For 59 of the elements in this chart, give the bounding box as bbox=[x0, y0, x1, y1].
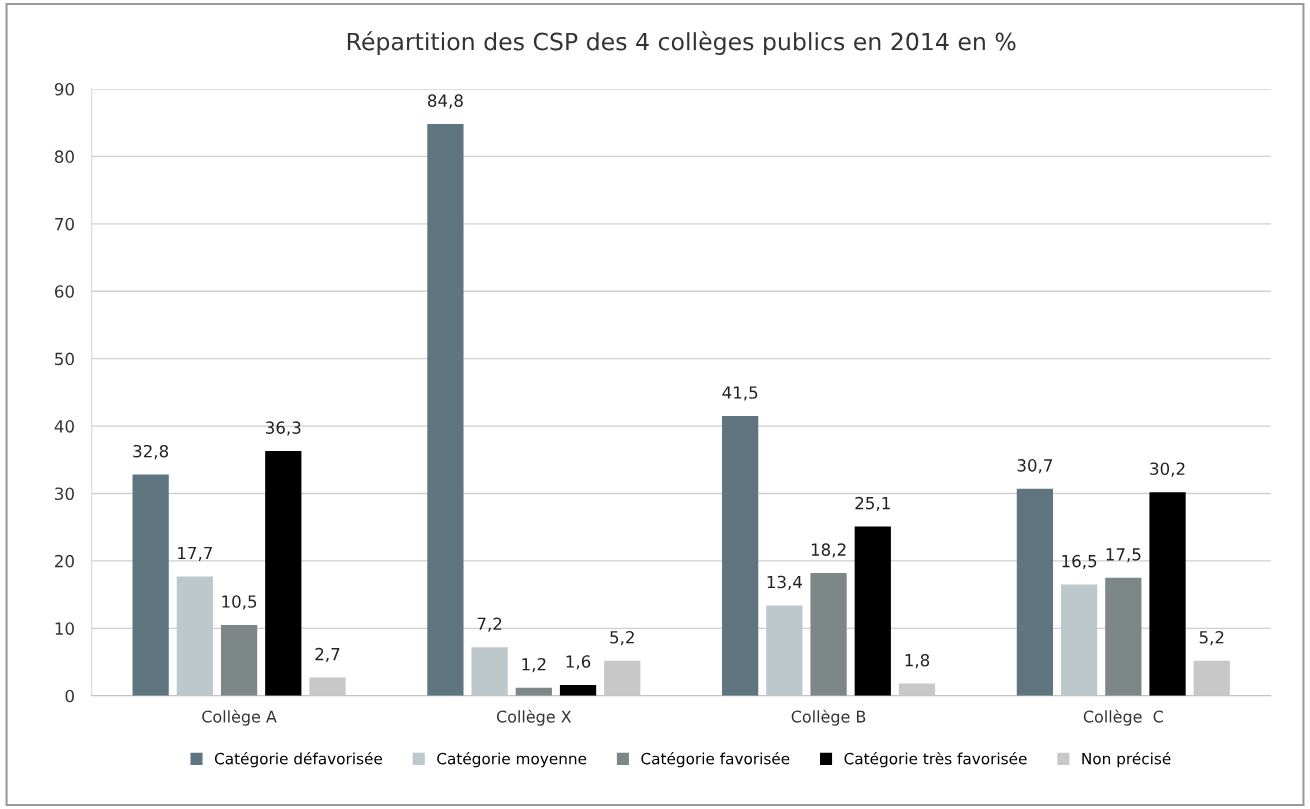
y-tick-label: 90 bbox=[54, 82, 74, 96]
data-label: 17,5 bbox=[1106, 548, 1141, 563]
data-label: 18,2 bbox=[811, 543, 846, 558]
data-label: 5,2 bbox=[1199, 630, 1224, 646]
data-label: 13,4 bbox=[767, 575, 802, 590]
data-label: 16,5 bbox=[1062, 554, 1097, 570]
bar bbox=[1060, 584, 1098, 696]
legend-label: Non précisé bbox=[1082, 751, 1171, 768]
x-tick-label: Collège B bbox=[791, 709, 866, 726]
legend-label: Catégorie favorisée bbox=[641, 751, 790, 768]
data-label: 30,7 bbox=[1017, 459, 1053, 474]
bar bbox=[559, 684, 597, 696]
data-label: 25,1 bbox=[855, 496, 890, 512]
x-tick-label: Collège C bbox=[1083, 709, 1163, 726]
data-label: 1,2 bbox=[522, 657, 546, 673]
data-label: 84,8 bbox=[427, 94, 463, 109]
bar bbox=[309, 677, 346, 696]
data-label: 7,2 bbox=[477, 617, 502, 632]
bar bbox=[604, 660, 641, 696]
data-label: 1,8 bbox=[905, 653, 930, 669]
data-label: 2,7 bbox=[315, 647, 340, 663]
data-label: 5,2 bbox=[610, 630, 634, 646]
y-tick-label: 60 bbox=[54, 285, 74, 298]
bar bbox=[1105, 577, 1142, 696]
bar bbox=[1016, 488, 1054, 696]
data-label: 10,5 bbox=[222, 595, 257, 610]
data-label: 41,5 bbox=[722, 386, 758, 401]
bar bbox=[810, 573, 847, 696]
bar bbox=[722, 415, 759, 696]
bar bbox=[898, 683, 936, 696]
legend-label: Catégorie moyenne bbox=[437, 751, 587, 768]
y-tick-label: 10 bbox=[55, 622, 74, 635]
x-tick-label: Collège A bbox=[202, 709, 277, 726]
data-label: 30,2 bbox=[1150, 462, 1185, 477]
bar bbox=[220, 624, 258, 696]
bar bbox=[471, 647, 508, 696]
y-tick-label: 40 bbox=[54, 420, 74, 433]
y-tick-label: 50 bbox=[55, 352, 74, 366]
chart-title: Répartition des CSP des 4 collèges publics en 2014 en % bbox=[347, 31, 1016, 56]
data-label: 1,6 bbox=[566, 655, 591, 670]
legend-label: Catégorie très favorisée bbox=[844, 751, 1027, 768]
data-label: 36,3 bbox=[266, 421, 301, 436]
y-tick-label: 70 bbox=[55, 217, 74, 231]
data-label: 32,8 bbox=[133, 444, 169, 460]
bar bbox=[427, 124, 464, 696]
data-label: 17,7 bbox=[178, 546, 212, 561]
y-tick-label: 0 bbox=[65, 689, 74, 703]
bar bbox=[1193, 660, 1230, 696]
y-tick-label: 20 bbox=[55, 554, 74, 568]
y-tick-label: 80 bbox=[54, 150, 74, 163]
bar bbox=[854, 526, 891, 696]
y-tick-label: 30 bbox=[55, 487, 74, 501]
bar bbox=[265, 451, 302, 696]
bar bbox=[132, 474, 169, 696]
bar bbox=[766, 605, 803, 696]
bar bbox=[1149, 492, 1186, 696]
bar bbox=[176, 576, 213, 696]
legend-label: Catégorie défavorisée bbox=[214, 751, 383, 768]
x-tick-label: Collège X bbox=[496, 709, 572, 726]
